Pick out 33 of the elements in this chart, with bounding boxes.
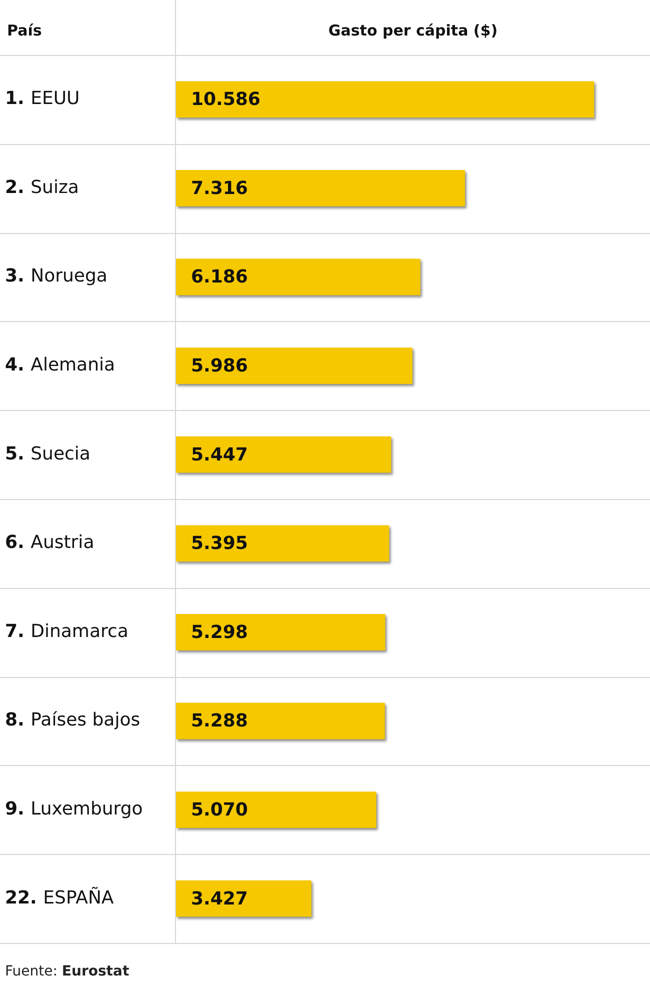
data-label: 10.586: [191, 89, 260, 110]
data-label: 5.986: [191, 355, 248, 376]
source-note: Fuente: Eurostat: [5, 964, 130, 980]
y-tick-label: 7. Dinamarca: [5, 620, 128, 642]
bar: [176, 436, 392, 473]
y-tick-label: 4. Alemania: [5, 354, 116, 376]
y-tick-label: 2. Suiza: [5, 176, 79, 198]
bar: [176, 81, 594, 118]
data-label: 7.316: [191, 178, 248, 199]
bar: [176, 702, 385, 740]
bar: [176, 348, 412, 384]
bar: [176, 170, 465, 206]
y-axis-title: País: [7, 21, 42, 40]
y-tick-label: 22. ESPAÑA: [5, 886, 114, 908]
y-tick-label: 9. Luxemburgo: [5, 798, 143, 820]
data-label: 5.395: [191, 533, 248, 554]
bar: [176, 614, 386, 650]
y-tick-label: 6. Austria: [5, 532, 94, 554]
data-label: 5.298: [191, 622, 248, 643]
bar: [176, 880, 312, 917]
data-label: 5.288: [191, 710, 248, 732]
bar: [176, 525, 390, 562]
x-axis-title: Gasto per cápita ($): [328, 21, 498, 40]
data-label: 6.186: [191, 266, 248, 288]
data-label: 5.447: [191, 444, 248, 466]
bar: [176, 792, 376, 828]
data-label: 3.427: [191, 888, 248, 910]
y-tick-label: 3. Noruega: [5, 266, 108, 287]
bar: [176, 258, 420, 296]
y-tick-label: 8. Países bajos: [5, 710, 140, 731]
y-tick-label: 1. EEUU: [5, 88, 80, 110]
y-tick-label: 5. Suecia: [5, 443, 90, 464]
data-label: 5.070: [191, 799, 248, 820]
